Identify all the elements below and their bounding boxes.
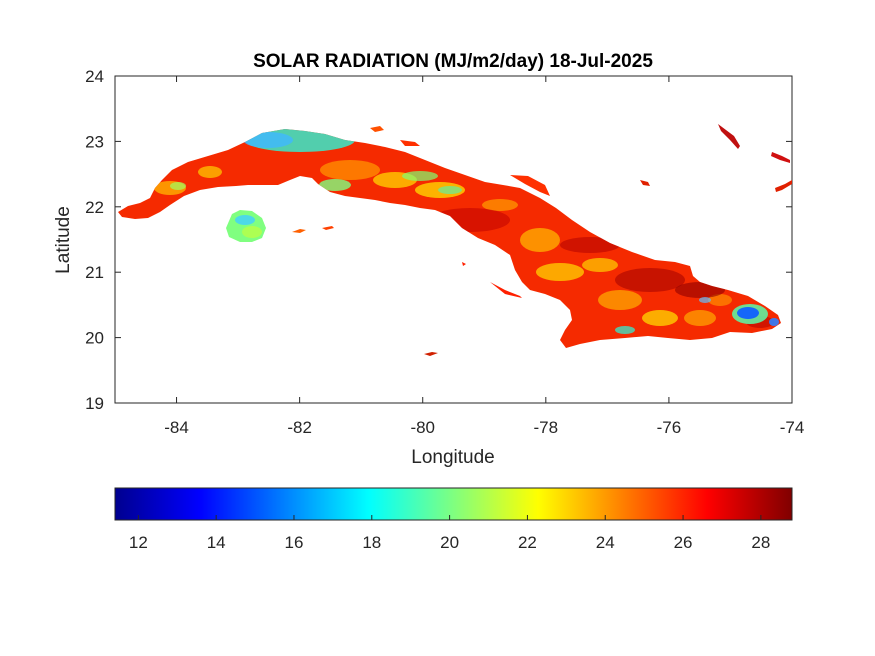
cay — [490, 282, 522, 298]
cay — [510, 175, 550, 196]
heat-patch — [684, 310, 716, 326]
colorbar-tick-label: 24 — [596, 533, 615, 552]
colorbar-tick-label: 18 — [362, 533, 381, 552]
heat-patch — [708, 294, 732, 306]
cay — [292, 229, 306, 233]
colorbar-tick-label: 16 — [285, 533, 304, 552]
y-tick-label: 20 — [85, 329, 104, 348]
cloud-band — [438, 186, 462, 194]
heat-patch — [520, 228, 560, 252]
colorbar-tick-label: 12 — [129, 533, 148, 552]
heat-patch — [582, 258, 618, 272]
isle-patch — [242, 226, 262, 238]
cay — [400, 140, 420, 146]
heat-patch — [320, 160, 380, 180]
cloud-band — [699, 297, 711, 303]
colorbar-ticks: 12 14 16 18 20 22 24 26 28 — [129, 515, 770, 552]
y-axis: 19 20 21 22 23 24 — [85, 67, 792, 413]
x-tick-label: -78 — [534, 418, 559, 437]
cay — [640, 180, 650, 186]
x-axis: -84 -82 -80 -78 -76 -74 — [164, 76, 804, 437]
heat-patch — [536, 263, 584, 281]
y-tick-label: 22 — [85, 198, 104, 217]
cay — [370, 126, 384, 132]
cloud-band — [615, 326, 635, 334]
x-tick-label: -80 — [410, 418, 435, 437]
cay — [775, 180, 792, 192]
heat-patch — [642, 310, 678, 326]
cay — [322, 226, 334, 230]
y-axis-label: Latitude — [53, 206, 74, 274]
plot-area — [114, 75, 793, 404]
colorbar-gradient — [114, 487, 793, 521]
y-tick-label: 23 — [85, 132, 104, 151]
cloud-band — [319, 179, 351, 191]
isle-patch — [235, 215, 255, 225]
cloud-band — [769, 318, 779, 326]
cloud-band — [737, 307, 759, 319]
colorbar-tick-label: 28 — [751, 533, 770, 552]
x-axis-label: Longitude — [411, 447, 494, 468]
cay — [718, 124, 740, 149]
y-tick-label: 21 — [85, 263, 104, 282]
colorbar: 12 14 16 18 20 22 24 26 28 — [114, 487, 793, 552]
colorbar-tick-label: 22 — [518, 533, 537, 552]
cay — [771, 152, 790, 163]
map-title: SOLAR RADIATION (MJ/m2/day) 18-Jul-2025 — [253, 51, 653, 72]
cloud-band — [170, 182, 186, 190]
heat-patch — [482, 199, 518, 211]
y-tick-label: 19 — [85, 394, 104, 413]
y-tick-label: 24 — [85, 67, 104, 86]
colorbar-tick-label: 26 — [674, 533, 693, 552]
x-tick-label: -82 — [287, 418, 312, 437]
heat-patch — [560, 237, 620, 253]
colorbar-tick-label: 20 — [440, 533, 459, 552]
heat-patch — [598, 290, 642, 310]
x-tick-label: -84 — [164, 418, 189, 437]
x-tick-label: -74 — [780, 418, 805, 437]
x-tick-label: -76 — [657, 418, 682, 437]
heat-patch — [198, 166, 222, 178]
cloud-band — [402, 171, 438, 181]
heat-patch — [615, 268, 685, 292]
colorbar-tick-label: 14 — [207, 533, 226, 552]
cay — [424, 352, 438, 356]
cay — [462, 262, 466, 266]
